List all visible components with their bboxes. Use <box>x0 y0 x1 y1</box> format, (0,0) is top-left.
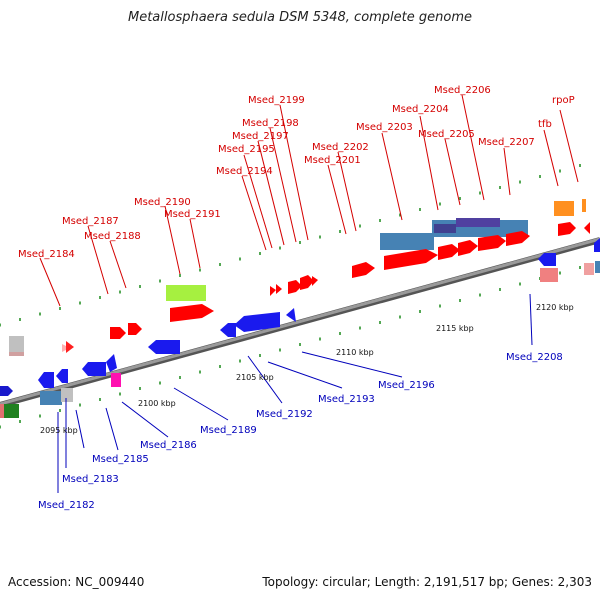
gene-feature[interactable] <box>380 233 434 250</box>
gene-feature[interactable] <box>554 201 574 216</box>
gene-label[interactable]: Msed_2191 <box>164 209 221 220</box>
gene-feature[interactable] <box>170 304 214 322</box>
gene-label[interactable]: Msed_2193 <box>318 394 375 405</box>
top-labels: Msed_2184 Msed_2187 Msed_2188 Msed_2190 … <box>18 85 575 260</box>
gene-label[interactable]: tfb <box>538 119 552 130</box>
gene-feature[interactable] <box>110 327 126 339</box>
gene-feature[interactable] <box>270 286 276 296</box>
gene-feature[interactable] <box>540 268 558 282</box>
gene-feature[interactable] <box>538 253 556 266</box>
gene-feature[interactable] <box>0 386 13 396</box>
gene-feature[interactable] <box>458 240 478 256</box>
gene-feature[interactable] <box>234 312 280 332</box>
gene-label[interactable]: Msed_2207 <box>478 137 535 148</box>
gene-feature[interactable] <box>56 369 68 383</box>
backbone <box>0 237 600 408</box>
gene-feature[interactable] <box>166 285 206 301</box>
map-title: Metallosphaera sedula DSM 5348, complete… <box>127 10 473 25</box>
gene-label[interactable]: Msed_2205 <box>418 129 475 140</box>
gene-label[interactable]: Msed_2197 <box>232 131 289 142</box>
gene-label[interactable]: Msed_2189 <box>200 425 257 436</box>
gene-feature[interactable] <box>456 218 500 227</box>
scale-labels: 2095 kbp 2100 kbp 2105 kbp 2110 kbp 2115… <box>40 303 574 435</box>
gene-label[interactable]: Msed_2206 <box>434 85 491 96</box>
gene-feature[interactable] <box>584 222 590 234</box>
gene-feature[interactable] <box>312 276 318 286</box>
gene-feature[interactable] <box>148 340 180 354</box>
gene-feature[interactable] <box>595 261 600 273</box>
gene-feature[interactable] <box>0 404 4 418</box>
gene-feature[interactable] <box>584 263 594 275</box>
gene-label[interactable]: Msed_2184 <box>18 249 75 260</box>
gene-label[interactable]: Msed_2185 <box>92 454 149 465</box>
gene-feature[interactable] <box>61 388 73 402</box>
scale-label: 2115 kbp <box>436 324 474 333</box>
gene-feature[interactable] <box>111 373 121 387</box>
gene-label[interactable]: Msed_2199 <box>248 95 305 106</box>
bottom-labels: Msed_2182 Msed_2183 Msed_2185 Msed_2186 … <box>38 352 563 511</box>
gene-feature[interactable] <box>66 341 74 353</box>
gene-feature[interactable] <box>594 238 600 252</box>
scale-label: 2120 kbp <box>536 303 574 312</box>
tick-marks <box>0 164 581 429</box>
gene-label[interactable]: Msed_2204 <box>392 104 449 115</box>
gene-feature[interactable] <box>288 280 302 294</box>
gene-feature[interactable] <box>40 391 62 405</box>
gene-feature[interactable] <box>9 336 24 352</box>
gene-label[interactable]: Msed_2186 <box>140 440 197 451</box>
gene-feature[interactable] <box>582 199 586 212</box>
gene-feature[interactable] <box>434 224 456 233</box>
gene-feature[interactable] <box>384 249 438 270</box>
gene-feature[interactable] <box>106 354 117 372</box>
gene-label[interactable]: Msed_2194 <box>216 166 273 177</box>
gene-feature[interactable] <box>128 323 142 335</box>
gene-feature[interactable] <box>438 244 460 260</box>
gene-feature[interactable] <box>38 372 54 388</box>
gene-feature[interactable] <box>558 222 576 236</box>
gene-label[interactable]: Msed_2195 <box>218 144 275 155</box>
gene-label[interactable]: Msed_2187 <box>62 216 119 227</box>
gene-feature[interactable] <box>506 231 530 246</box>
scale-label: 2110 kbp <box>336 348 374 357</box>
gene-label[interactable]: Msed_2196 <box>378 380 435 391</box>
gene-feature[interactable] <box>478 235 506 251</box>
gene-label[interactable]: Msed_2183 <box>62 474 119 485</box>
gene-feature[interactable] <box>9 352 24 356</box>
scale-label: 2100 kbp <box>138 399 176 408</box>
gene-label[interactable]: Msed_2182 <box>38 500 95 511</box>
gene-label[interactable]: Msed_2201 <box>304 155 361 166</box>
gene-feature[interactable] <box>82 362 106 376</box>
gene-label[interactable]: Msed_2192 <box>256 409 313 420</box>
bottom-callout-lines <box>57 293 533 493</box>
gene-feature[interactable] <box>276 284 282 294</box>
gene-feature[interactable] <box>286 308 296 322</box>
gene-feature[interactable] <box>352 262 375 278</box>
feature-track <box>0 199 600 418</box>
gene-label[interactable]: Msed_2208 <box>506 352 563 363</box>
accession-text: Accession: NC_009440 <box>8 575 145 589</box>
gene-label[interactable]: Msed_2190 <box>134 197 191 208</box>
gene-feature[interactable] <box>3 404 19 418</box>
gene-feature[interactable] <box>220 323 236 337</box>
gene-feature[interactable] <box>300 275 314 290</box>
gene-label[interactable]: Msed_2188 <box>84 231 141 242</box>
gene-label[interactable]: Msed_2198 <box>242 118 299 129</box>
gene-label[interactable]: Msed_2203 <box>356 122 413 133</box>
scale-label: 2105 kbp <box>236 373 274 382</box>
top-callout-lines <box>39 94 579 307</box>
gene-label[interactable]: rpoP <box>552 95 575 106</box>
gene-label[interactable]: Msed_2202 <box>312 142 369 153</box>
summary-text: Topology: circular; Length: 2,191,517 bp… <box>262 575 592 589</box>
scale-label: 2095 kbp <box>40 426 78 435</box>
